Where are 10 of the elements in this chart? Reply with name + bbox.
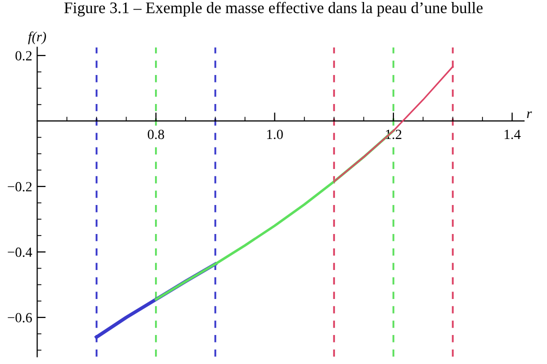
y-tick-label: −0.4	[8, 248, 32, 257]
y-tick-label: −0.2	[8, 182, 32, 192]
y-tick-label: 0.2	[16, 51, 32, 61]
y-tick-label: −0.6	[8, 313, 32, 322]
x-tick-label: 1.0	[267, 130, 283, 140]
chart-title: Figure 3.1 – Exemple de masse effective dans la peau d’une bulle	[64, 2, 483, 17]
x-axis-title: r	[527, 111, 532, 118]
y-axis-title: f(r)	[28, 31, 46, 44]
x-tick-label: 0.8	[148, 130, 164, 140]
x-tick-label: 1.4	[504, 130, 521, 140]
